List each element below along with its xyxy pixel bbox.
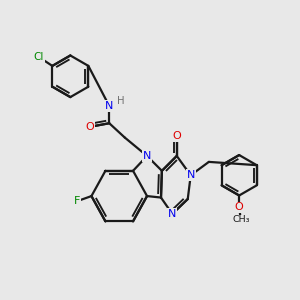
Text: O: O bbox=[85, 122, 94, 132]
Text: F: F bbox=[74, 196, 81, 206]
Text: Cl: Cl bbox=[34, 52, 44, 62]
Text: N: N bbox=[168, 209, 176, 219]
Text: N: N bbox=[105, 101, 113, 111]
Text: O: O bbox=[235, 202, 244, 212]
Text: N: N bbox=[187, 170, 195, 180]
Text: CH₃: CH₃ bbox=[232, 215, 250, 224]
Text: N: N bbox=[143, 151, 151, 161]
Text: H: H bbox=[117, 96, 124, 106]
Text: O: O bbox=[172, 131, 181, 141]
